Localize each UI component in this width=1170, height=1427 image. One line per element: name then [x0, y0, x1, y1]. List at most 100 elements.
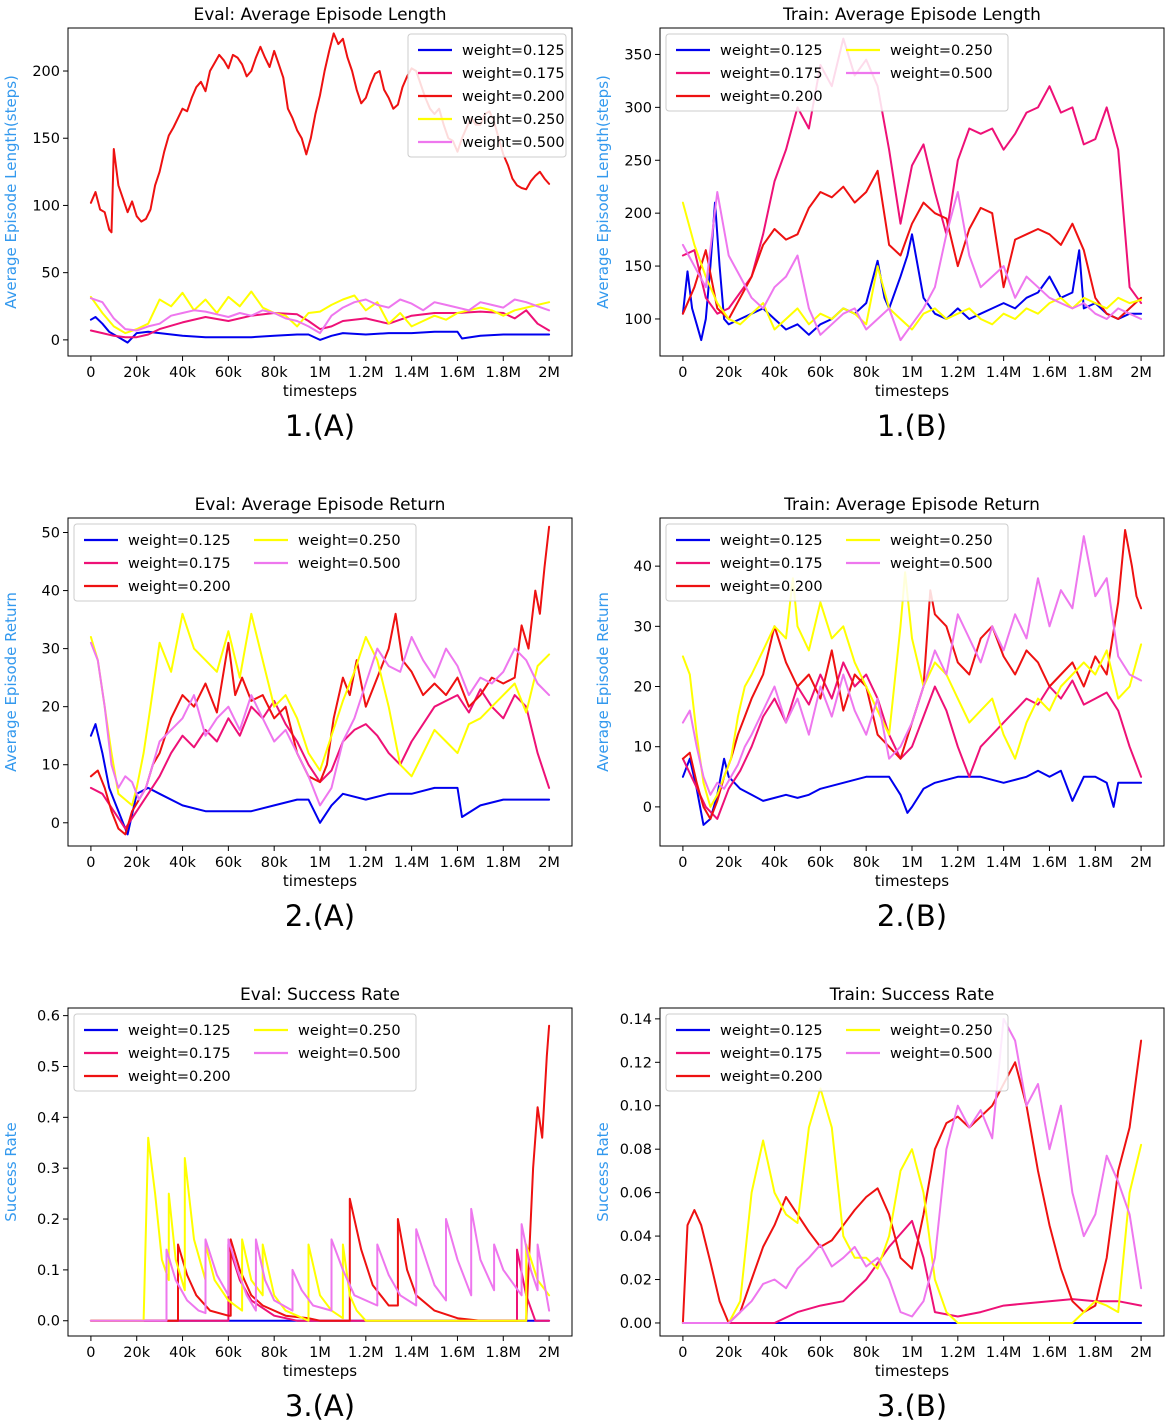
- legend-label: weight=0.200: [720, 89, 823, 105]
- x-tick-label: 1.8M: [1077, 855, 1113, 871]
- chart-title: Train: Success Rate: [829, 985, 995, 1005]
- y-axis-label: Success Rate: [2, 1122, 20, 1222]
- x-tick-label: 1M: [901, 1345, 923, 1361]
- y-tick-label: 30: [42, 642, 60, 658]
- legend-label: weight=0.500: [890, 66, 993, 82]
- y-tick-label: 50: [42, 266, 60, 282]
- legend: weight=0.125 weight=0.175 weight=0.200 weig…: [665, 523, 1009, 602]
- x-tick-label: 1.6M: [440, 365, 476, 381]
- y-tick-label: 250: [624, 153, 652, 169]
- x-tick-label: 1.6M: [1032, 855, 1068, 871]
- x-tick-label: 1.6M: [1032, 1345, 1068, 1361]
- legend-label: weight=0.175: [720, 1046, 823, 1062]
- legend-label: weight=0.200: [128, 1069, 231, 1085]
- series-line-weight-0.125: [89, 316, 551, 344]
- legend-label: weight=0.200: [462, 89, 565, 105]
- y-axis-label: Average Episode Return: [594, 592, 612, 772]
- panel-label: 1.(A): [285, 409, 355, 443]
- y-tick-label: 20: [634, 680, 652, 696]
- x-tick-label: 80k: [261, 1345, 288, 1361]
- legend-label: weight=0.500: [462, 135, 565, 151]
- legend-label: weight=0.125: [128, 1023, 231, 1039]
- legend-label: weight=0.125: [128, 533, 231, 549]
- y-axis-label: Success Rate: [594, 1122, 612, 1222]
- series-line-weight-0.250: [89, 290, 551, 335]
- x-tick-label: 1.6M: [440, 855, 476, 871]
- legend-label: weight=0.200: [720, 1069, 823, 1085]
- y-tick-label: 10: [42, 758, 60, 774]
- x-tick-label: 80k: [261, 365, 288, 381]
- legend-label: weight=0.200: [720, 579, 823, 595]
- chart-b3: Train: Success Rate 0 20k 40k 60k 80k 1M 1.2M 1.…: [594, 985, 1165, 1423]
- series-line-weight-0.250: [681, 1087, 1143, 1324]
- legend-label: weight=0.250: [298, 1023, 401, 1039]
- series-group: [89, 1024, 551, 1322]
- x-tick-label: 2M: [538, 855, 560, 871]
- x-tick-label: 2M: [538, 365, 560, 381]
- series-line-weight-0.200: [681, 529, 1143, 820]
- x-tick-label: 1.2M: [940, 855, 976, 871]
- series-line-weight-0.125: [681, 757, 1143, 826]
- x-tick-label: 80k: [853, 1345, 880, 1361]
- x-tick-label: 40k: [169, 365, 196, 381]
- series-line-weight-0.175: [681, 37, 1143, 315]
- y-tick-label: 100: [32, 198, 60, 214]
- x-tick-label: 2M: [1130, 855, 1152, 871]
- legend-label: weight=0.125: [462, 43, 565, 59]
- panel-label: 2.(A): [285, 899, 355, 933]
- x-tick-label: 1.4M: [986, 365, 1022, 381]
- panel-label: 3.(A): [285, 1389, 355, 1423]
- x-tick-label: 0: [86, 365, 95, 381]
- series-line-weight-0.125: [89, 723, 551, 836]
- x-axis-label: timesteps: [283, 382, 357, 400]
- x-tick-label: 1.6M: [440, 1345, 476, 1361]
- x-axis-label: timesteps: [875, 382, 949, 400]
- series-line-weight-0.500: [89, 297, 551, 335]
- y-tick-label: 200: [32, 64, 60, 80]
- y-tick-label: 0.08: [620, 1142, 652, 1158]
- legend-box: [407, 33, 567, 158]
- x-tick-label: 2M: [1130, 365, 1152, 381]
- series-group: [89, 525, 551, 836]
- legend-box: [73, 1013, 417, 1092]
- series-line-weight-0.500: [89, 1207, 551, 1322]
- y-tick-label: 150: [624, 259, 652, 275]
- y-tick-label: 0.10: [620, 1099, 652, 1115]
- series-line-weight-0.250: [681, 571, 1143, 808]
- x-tick-label: 20k: [123, 1345, 150, 1361]
- x-tick-label: 80k: [261, 855, 288, 871]
- y-tick-label: 300: [624, 100, 652, 116]
- x-axis-label: timesteps: [283, 872, 357, 890]
- chart-title: Train: Average Episode Length: [782, 5, 1041, 25]
- legend-label: weight=0.175: [128, 556, 231, 572]
- legend-label: weight=0.175: [720, 556, 823, 572]
- legend-label: weight=0.175: [128, 1046, 231, 1062]
- x-tick-label: 60k: [807, 855, 834, 871]
- series-group: [681, 529, 1143, 826]
- x-tick-label: 60k: [215, 365, 242, 381]
- x-tick-label: 0: [678, 1345, 687, 1361]
- x-tick-label: 1.4M: [394, 855, 430, 871]
- y-tick-label: 20: [42, 700, 60, 716]
- series-line-weight-0.500: [681, 535, 1143, 796]
- y-axis-label: Average Episode Return: [2, 592, 20, 772]
- y-tick-label: 30: [634, 619, 652, 635]
- series-line-weight-0.500: [681, 1017, 1143, 1324]
- chart-title: Eval: Average Episode Length: [193, 5, 446, 25]
- y-tick-label: 0: [51, 816, 60, 832]
- y-axis-label: Average Episode Length(steps): [2, 75, 20, 309]
- series-line-weight-0.500: [681, 191, 1143, 342]
- legend-box: [73, 523, 417, 602]
- panel-label: 1.(B): [877, 409, 947, 443]
- x-tick-label: 60k: [215, 1345, 242, 1361]
- x-tick-label: 1.8M: [485, 1345, 521, 1361]
- y-tick-label: 0.02: [620, 1273, 652, 1289]
- y-tick-label: 0.5: [37, 1059, 60, 1075]
- x-tick-label: 20k: [123, 365, 150, 381]
- y-tick-label: 10: [634, 740, 652, 756]
- legend-label: weight=0.175: [462, 66, 565, 82]
- y-tick-label: 0.2: [37, 1212, 60, 1228]
- series-line-weight-0.200: [681, 169, 1143, 320]
- series-line-weight-0.250: [89, 612, 551, 807]
- series-group: [681, 1017, 1143, 1324]
